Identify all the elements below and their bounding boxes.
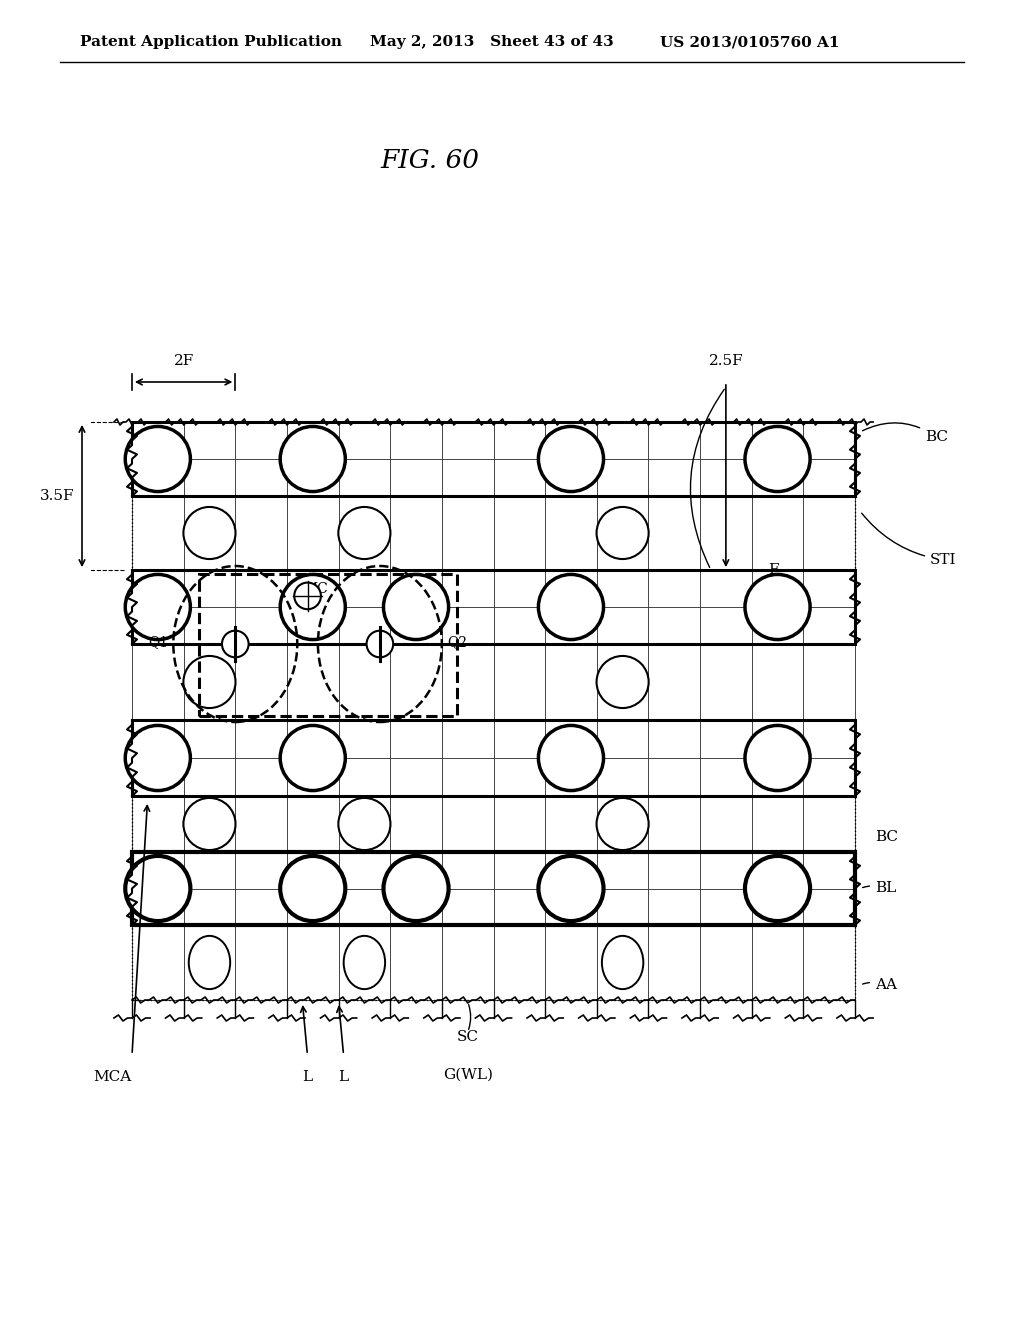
- Text: 2F: 2F: [173, 354, 194, 368]
- Ellipse shape: [602, 936, 643, 989]
- Circle shape: [338, 507, 390, 560]
- Circle shape: [597, 799, 648, 850]
- Text: FIG. 60: FIG. 60: [381, 148, 479, 173]
- Circle shape: [183, 507, 236, 560]
- Text: F: F: [768, 564, 778, 577]
- Bar: [132, 719, 855, 796]
- Circle shape: [281, 426, 345, 491]
- Circle shape: [745, 726, 810, 791]
- Bar: [132, 496, 855, 570]
- Circle shape: [597, 656, 648, 708]
- Circle shape: [383, 574, 449, 640]
- Circle shape: [125, 855, 190, 921]
- Text: US 2013/0105760 A1: US 2013/0105760 A1: [660, 36, 840, 49]
- Circle shape: [183, 656, 236, 708]
- Text: BL: BL: [862, 882, 896, 895]
- Circle shape: [745, 426, 810, 491]
- Text: MC: MC: [303, 582, 328, 597]
- Circle shape: [745, 855, 810, 921]
- Circle shape: [294, 582, 321, 610]
- Text: May 2, 2013   Sheet 43 of 43: May 2, 2013 Sheet 43 of 43: [370, 36, 613, 49]
- Bar: [132, 796, 855, 851]
- Text: L: L: [339, 1071, 348, 1084]
- Text: STI: STI: [862, 513, 956, 568]
- Circle shape: [281, 574, 345, 640]
- Circle shape: [125, 426, 190, 491]
- Bar: [199, 574, 458, 715]
- Circle shape: [125, 726, 190, 791]
- Circle shape: [383, 855, 449, 921]
- Text: 2.5F: 2.5F: [709, 354, 743, 368]
- Circle shape: [539, 855, 603, 921]
- Text: Q1: Q1: [148, 635, 168, 649]
- Bar: [132, 570, 855, 644]
- Text: BC: BC: [874, 830, 898, 843]
- Ellipse shape: [344, 936, 385, 989]
- Circle shape: [338, 799, 390, 850]
- Text: MCA: MCA: [93, 1071, 131, 1084]
- Text: BC: BC: [862, 422, 948, 444]
- Circle shape: [539, 426, 603, 491]
- Text: Q2: Q2: [446, 635, 467, 649]
- Circle shape: [539, 574, 603, 640]
- Text: L: L: [302, 1071, 312, 1084]
- Text: G(WL): G(WL): [442, 1068, 493, 1082]
- Circle shape: [367, 631, 393, 657]
- Circle shape: [539, 726, 603, 791]
- Ellipse shape: [188, 936, 230, 989]
- Text: AA: AA: [862, 978, 897, 993]
- Circle shape: [183, 799, 236, 850]
- Bar: [132, 851, 855, 925]
- Text: Patent Application Publication: Patent Application Publication: [80, 36, 342, 49]
- Circle shape: [745, 574, 810, 640]
- Text: 3.5F: 3.5F: [40, 488, 74, 503]
- Circle shape: [222, 631, 249, 657]
- Circle shape: [281, 726, 345, 791]
- Circle shape: [597, 507, 648, 560]
- Circle shape: [281, 855, 345, 921]
- Bar: [132, 422, 855, 496]
- Circle shape: [125, 574, 190, 640]
- Bar: [132, 925, 855, 1001]
- Text: SC: SC: [457, 1030, 478, 1044]
